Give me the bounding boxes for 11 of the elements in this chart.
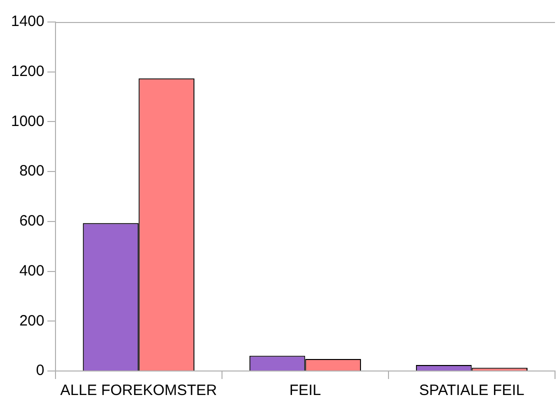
- y-tick-label: 1000: [10, 112, 44, 130]
- y-tick-label: 400: [19, 262, 44, 280]
- y-tick-label: 1400: [10, 13, 44, 30]
- y-tick-label: 800: [19, 162, 44, 180]
- y-tick-label: 1200: [10, 63, 44, 80]
- y-tick-label: 200: [19, 312, 44, 330]
- x-tick-label: ALLE FOREKOMSTER: [60, 382, 218, 400]
- y-tick-label: 0: [36, 362, 44, 380]
- y-tick-label: 600: [19, 212, 44, 230]
- x-tick-label: SPATIALE FEIL: [419, 382, 524, 400]
- x-tick-label: FEIL: [289, 382, 322, 400]
